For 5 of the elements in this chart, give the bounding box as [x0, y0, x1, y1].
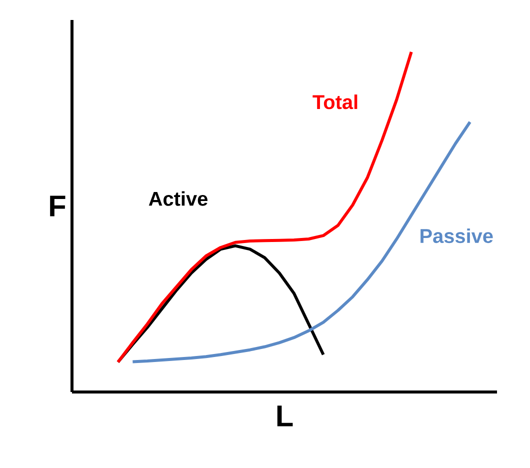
x-axis-title: L: [277, 406, 293, 426]
series-label: Passive: [420, 228, 493, 244]
text: Active: [148, 191, 208, 206]
series-label: Total: [312, 94, 358, 110]
y-axis-title: F: [50, 196, 66, 216]
